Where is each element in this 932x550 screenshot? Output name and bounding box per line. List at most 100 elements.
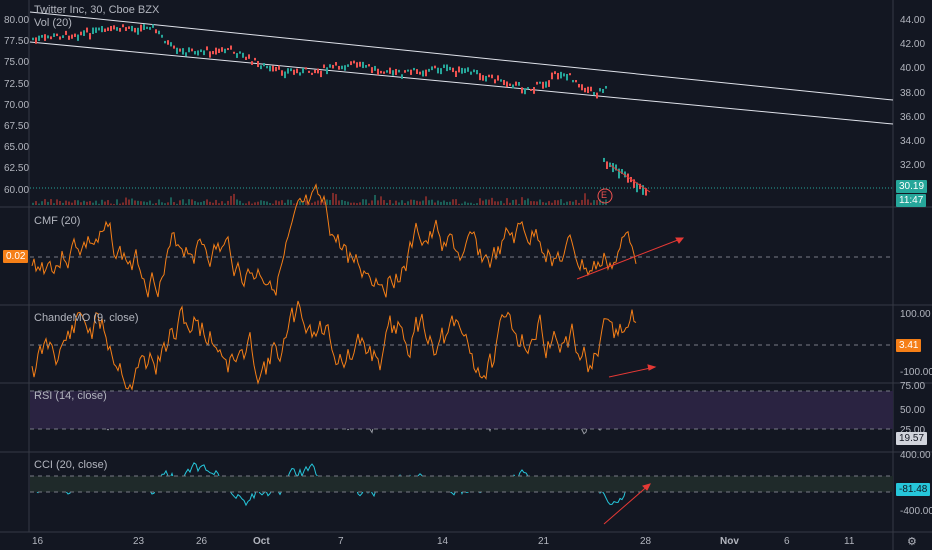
volume-bar bbox=[401, 200, 403, 205]
volume-bar bbox=[371, 200, 373, 205]
volume-bar bbox=[32, 202, 34, 205]
cci-axis-min: -400.00 bbox=[900, 506, 932, 517]
settings-gear-icon[interactable]: ⚙ bbox=[907, 536, 917, 548]
candle bbox=[554, 71, 556, 75]
cci-title[interactable]: CCI (20, close) bbox=[34, 459, 108, 471]
rsi-title[interactable]: RSI (14, close) bbox=[34, 390, 107, 402]
volume-bar bbox=[200, 202, 202, 205]
cci-band bbox=[30, 476, 893, 492]
candle bbox=[77, 34, 79, 41]
volume-bar bbox=[584, 193, 586, 205]
volume-bar bbox=[455, 199, 457, 205]
volume-bar bbox=[446, 201, 448, 205]
candle bbox=[296, 68, 298, 74]
candle bbox=[98, 27, 100, 31]
candle bbox=[512, 84, 514, 89]
volume-bar bbox=[68, 201, 70, 205]
cmf-line bbox=[31, 183, 637, 298]
volume-bar bbox=[215, 199, 217, 205]
volume-bar bbox=[437, 200, 439, 205]
volume-bar bbox=[53, 203, 55, 205]
candle bbox=[206, 46, 208, 51]
candle bbox=[497, 75, 499, 81]
candle bbox=[605, 85, 607, 89]
volume-bar bbox=[389, 199, 391, 205]
volume-bar bbox=[206, 199, 208, 205]
volume-bar bbox=[170, 197, 172, 205]
volume-bar bbox=[311, 202, 313, 205]
candle bbox=[290, 68, 292, 72]
left-axis-tick: 72.50 bbox=[4, 78, 30, 90]
volume-bar bbox=[494, 201, 496, 205]
volume-bar bbox=[599, 199, 601, 205]
volume-label[interactable]: Vol (20) bbox=[34, 17, 72, 29]
volume-bar bbox=[557, 200, 559, 205]
candle bbox=[581, 84, 583, 91]
volume-bar bbox=[314, 201, 316, 205]
volume-bar bbox=[209, 201, 211, 205]
volume-bar bbox=[230, 195, 232, 205]
volume-bar bbox=[101, 199, 103, 205]
volume-bar bbox=[503, 203, 505, 205]
earnings-marker bbox=[597, 188, 613, 204]
volume-bar bbox=[365, 199, 367, 205]
volume-bar bbox=[575, 199, 577, 205]
candle bbox=[428, 68, 430, 72]
candle bbox=[305, 67, 307, 70]
right-axis-tick: 36.00 bbox=[900, 111, 926, 123]
time-axis-tick: 28 bbox=[640, 536, 652, 547]
earnings-label[interactable]: E bbox=[601, 190, 608, 200]
candle bbox=[287, 68, 289, 74]
candle bbox=[527, 87, 529, 90]
volume-bar bbox=[248, 201, 250, 205]
cmf-title[interactable]: CMF (20) bbox=[34, 215, 81, 227]
candle bbox=[425, 69, 427, 77]
candle bbox=[431, 66, 433, 71]
candle bbox=[281, 70, 283, 76]
candle bbox=[503, 79, 505, 86]
volume-bar bbox=[392, 203, 394, 205]
volume-bar bbox=[263, 200, 265, 205]
volume-bar bbox=[137, 200, 139, 205]
candle bbox=[116, 27, 118, 31]
candle bbox=[275, 66, 277, 72]
candle bbox=[113, 25, 115, 30]
candle bbox=[639, 183, 641, 190]
volume-bar bbox=[104, 201, 106, 205]
volume-bar bbox=[461, 203, 463, 205]
volume-bar bbox=[260, 200, 262, 205]
candle bbox=[395, 68, 397, 76]
volume-bar bbox=[521, 197, 523, 205]
volume-bar bbox=[128, 199, 130, 205]
symbol-title[interactable]: Twitter Inc, 30, Cboe BZX bbox=[34, 4, 160, 16]
volume-bar bbox=[545, 202, 547, 205]
time-axis-tick: 14 bbox=[437, 536, 449, 547]
volume-bar bbox=[425, 196, 427, 205]
candle bbox=[642, 185, 644, 195]
candle bbox=[533, 87, 535, 94]
candle bbox=[119, 27, 121, 32]
candle bbox=[488, 74, 490, 78]
trend-line-upper bbox=[29, 11, 894, 101]
volume-bar bbox=[596, 200, 598, 205]
volume-bar bbox=[278, 201, 280, 205]
candle bbox=[146, 26, 148, 29]
volume-bar bbox=[50, 199, 52, 205]
volume-bar bbox=[317, 200, 319, 205]
candle bbox=[194, 51, 196, 55]
candle bbox=[299, 72, 301, 76]
volume-bar bbox=[404, 203, 406, 205]
candle bbox=[627, 173, 629, 183]
volume-bar bbox=[416, 200, 418, 205]
rsi-axis-75: 75.00 bbox=[900, 381, 926, 392]
chande-axis-min: -100.00 bbox=[900, 367, 932, 378]
volume-bar bbox=[341, 199, 343, 205]
rsi-band bbox=[30, 391, 893, 429]
chande-title[interactable]: ChandeMO (9, close) bbox=[34, 312, 139, 324]
volume-bar bbox=[551, 202, 553, 205]
candle bbox=[170, 42, 172, 47]
candle bbox=[74, 33, 76, 37]
volume-bar bbox=[224, 203, 226, 205]
volume-bar bbox=[221, 201, 223, 205]
